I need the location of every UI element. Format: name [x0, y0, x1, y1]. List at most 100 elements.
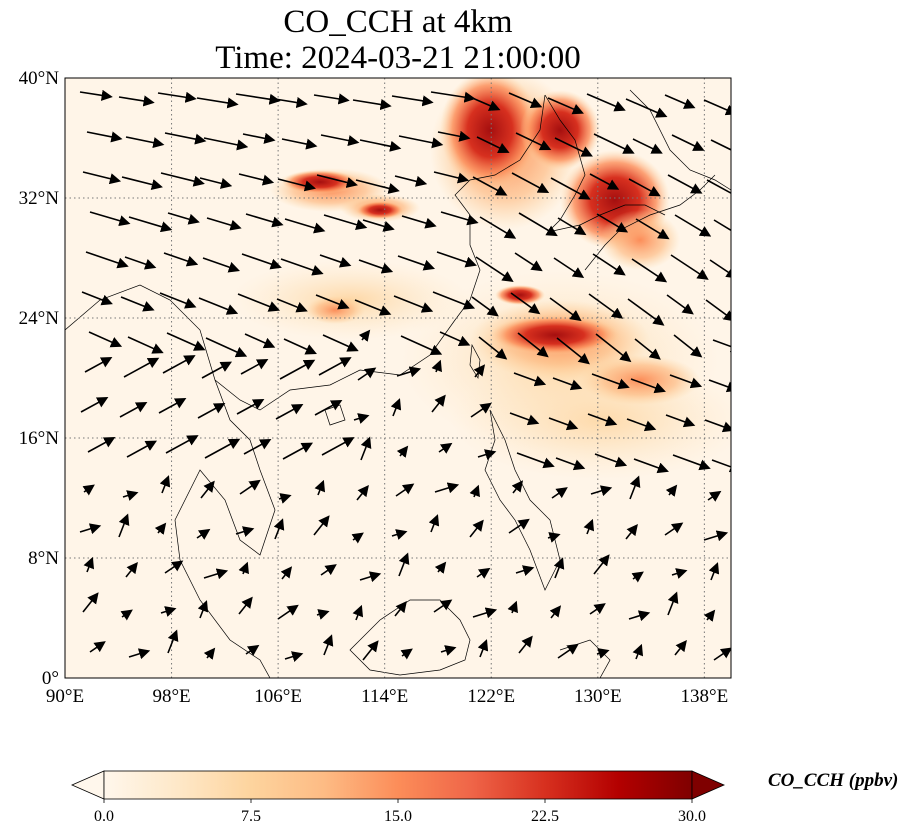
wind-vector-arrow — [469, 96, 501, 111]
wind-vector-arrow — [82, 171, 122, 185]
wind-vector-arrow — [203, 568, 229, 580]
wind-vector-arrow — [433, 599, 453, 613]
wind-vector-arrow — [707, 490, 722, 502]
wind-vector-arrow — [120, 296, 155, 312]
colorbar-extend-low — [71, 770, 105, 800]
wind-vector-arrow — [313, 515, 330, 536]
wind-vector-arrow — [625, 523, 638, 540]
wind-vector-arrow — [667, 591, 679, 616]
wind-vector-arrow — [671, 134, 705, 151]
wind-vector-arrow — [121, 176, 163, 190]
colorbar-tick-label: 22.5 — [531, 808, 559, 825]
wind-vector-arrow — [284, 651, 304, 662]
lon-tick-label: 122°E — [467, 686, 515, 707]
wind-vector-arrow — [664, 522, 684, 536]
wind-vector-arrow — [711, 459, 731, 473]
lon-tick-label: 130°E — [574, 686, 622, 707]
wind-vector-arrow — [400, 335, 443, 356]
colorbar-label: CO_CCH (ppbv) — [768, 770, 899, 791]
wind-vector-arrow — [128, 216, 173, 233]
wind-vector-arrow — [320, 564, 337, 576]
wind-vector-arrow — [704, 419, 731, 433]
wind-vector-arrow — [197, 600, 209, 619]
wind-vector-arrow — [469, 519, 484, 538]
wind-vector-arrow — [159, 475, 171, 494]
lon-tick-label: 106°E — [254, 686, 302, 707]
wind-vector-arrow — [674, 214, 712, 237]
wind-vector-arrow — [126, 440, 158, 458]
wind-vector-arrow — [703, 609, 716, 622]
map-frame — [64, 77, 732, 679]
wind-vector-arrow — [84, 357, 113, 373]
wind-vector-arrow — [321, 437, 355, 456]
lon-tick-label: 114°E — [361, 686, 408, 707]
wind-vector-arrow — [401, 215, 437, 229]
wind-vector-arrow — [590, 485, 613, 497]
wind-vector-arrow — [555, 457, 586, 471]
wind-vector-arrow — [239, 479, 261, 495]
wind-vector-arrow — [552, 377, 583, 391]
wind-vector-arrow — [282, 442, 314, 460]
wind-vector-arrow — [713, 219, 731, 232]
wind-vector-arrow — [549, 605, 562, 619]
wind-vector-arrow — [283, 338, 317, 355]
wind-vector-arrow — [238, 561, 249, 575]
wind-vector-arrow — [674, 639, 687, 656]
wind-vector-arrow — [586, 93, 626, 112]
wind-vector-arrow — [125, 136, 165, 149]
wind-vector-arrow — [511, 480, 524, 494]
wind-vector-arrow — [354, 299, 392, 316]
wind-vector-arrow — [470, 402, 492, 418]
wind-vector-arrow — [475, 256, 514, 282]
wind-vector-arrow — [79, 523, 102, 535]
colorbar: 0.0 7.5 15.0 22.5 30.0 — [71, 770, 725, 825]
lat-tick-label: 24°N — [19, 308, 60, 329]
wind-vector-arrow — [508, 518, 530, 534]
wind-vector-arrow — [281, 138, 318, 150]
wind-vectors — [79, 89, 731, 662]
wind-vector-arrow — [669, 374, 703, 389]
wind-vector-arrow — [440, 211, 479, 226]
co-concentration-field — [230, 78, 731, 480]
wind-vector-arrow — [89, 211, 131, 227]
wind-vector-arrow — [320, 134, 360, 147]
wind-vector-arrow — [472, 607, 498, 619]
wind-vector-arrow — [633, 458, 669, 474]
wind-vector-arrow — [517, 332, 549, 358]
wind-vector-arrow — [353, 413, 370, 424]
wind-vector-arrow — [594, 453, 628, 468]
wind-vector-arrow — [164, 560, 184, 574]
wind-vector-arrow — [205, 337, 248, 358]
wind-vector-arrow — [665, 414, 696, 428]
wind-vector-arrow — [86, 131, 123, 143]
wind-vector-arrow — [316, 609, 330, 620]
wind-vector-arrow — [157, 91, 197, 103]
lat-ticks: 0° 8°N 16°N 24°N 32°N 40°N — [19, 68, 60, 689]
wind-vector-arrow — [628, 610, 651, 622]
wind-vector-arrow — [593, 133, 635, 154]
wind-vector-arrow — [513, 372, 547, 387]
wind-vector-arrow — [596, 648, 610, 659]
wind-vector-arrow — [351, 532, 364, 544]
wind-vector-arrow — [472, 176, 508, 196]
wind-vector-arrow — [276, 298, 308, 313]
wind-vector-arrow — [438, 442, 453, 454]
wind-vector-arrow — [159, 292, 197, 309]
lat-tick-label: 16°N — [19, 428, 60, 449]
wind-vector-arrow — [89, 641, 106, 653]
wind-vector-arrow — [703, 530, 729, 542]
wind-vector-arrow — [199, 177, 233, 189]
map-area[interactable] — [65, 70, 750, 678]
wind-vector-arrow — [85, 251, 129, 269]
wind-vector-arrow — [595, 333, 632, 363]
wind-vector-arrow — [549, 297, 582, 322]
wind-vector-arrow — [434, 482, 460, 494]
wind-vector-arrow — [588, 293, 624, 319]
wind-vector-arrow — [314, 400, 343, 416]
wind-vector-arrow — [118, 95, 155, 107]
wind-vector-arrow — [632, 643, 644, 660]
wind-vector-arrow — [431, 394, 446, 413]
wind-vector-arrow — [165, 435, 199, 454]
wind-vector-arrow — [398, 135, 444, 149]
lat-tick-label: 32°N — [19, 188, 60, 209]
